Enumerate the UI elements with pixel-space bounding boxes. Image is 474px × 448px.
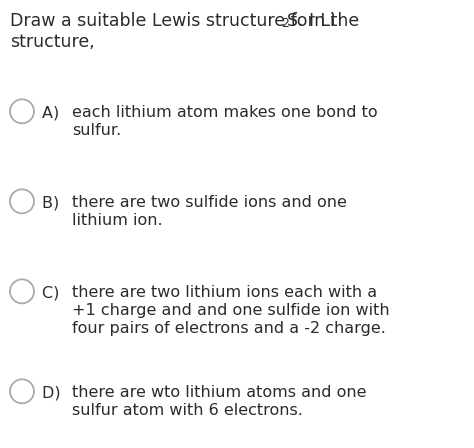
- Text: +1 charge and and one sulfide ion with: +1 charge and and one sulfide ion with: [72, 303, 390, 318]
- Text: S. In the: S. In the: [287, 12, 359, 30]
- Text: D): D): [42, 385, 66, 400]
- Text: there are wto lithium atoms and one: there are wto lithium atoms and one: [72, 385, 366, 400]
- Text: sulfur atom with 6 electrons.: sulfur atom with 6 electrons.: [72, 403, 303, 418]
- Text: each lithium atom makes one bond to: each lithium atom makes one bond to: [72, 105, 378, 120]
- Text: four pairs of electrons and a -2 charge.: four pairs of electrons and a -2 charge.: [72, 321, 386, 336]
- Text: A): A): [42, 105, 64, 120]
- Text: Draw a suitable Lewis structure for Li: Draw a suitable Lewis structure for Li: [10, 12, 335, 30]
- Text: lithium ion.: lithium ion.: [72, 213, 163, 228]
- Text: sulfur.: sulfur.: [72, 123, 121, 138]
- Text: B): B): [42, 195, 64, 210]
- Text: 2: 2: [281, 17, 289, 30]
- Text: there are two lithium ions each with a: there are two lithium ions each with a: [72, 285, 377, 300]
- Text: C): C): [42, 285, 64, 300]
- Text: structure,: structure,: [10, 33, 95, 51]
- Text: there are two sulfide ions and one: there are two sulfide ions and one: [72, 195, 347, 210]
